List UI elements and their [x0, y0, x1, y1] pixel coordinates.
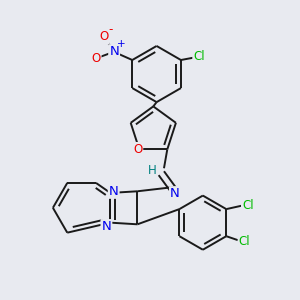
Text: N: N	[109, 45, 119, 58]
Text: N: N	[109, 185, 118, 198]
Text: Cl: Cl	[238, 235, 250, 248]
Text: N: N	[101, 220, 111, 233]
Text: O: O	[100, 30, 109, 44]
Text: Cl: Cl	[242, 199, 254, 212]
Text: Cl: Cl	[193, 50, 205, 63]
Text: -: -	[108, 23, 112, 36]
Text: O: O	[133, 143, 142, 156]
Text: N: N	[170, 187, 180, 200]
Text: +: +	[117, 40, 126, 50]
Text: O: O	[91, 52, 101, 65]
Text: H: H	[148, 164, 157, 177]
